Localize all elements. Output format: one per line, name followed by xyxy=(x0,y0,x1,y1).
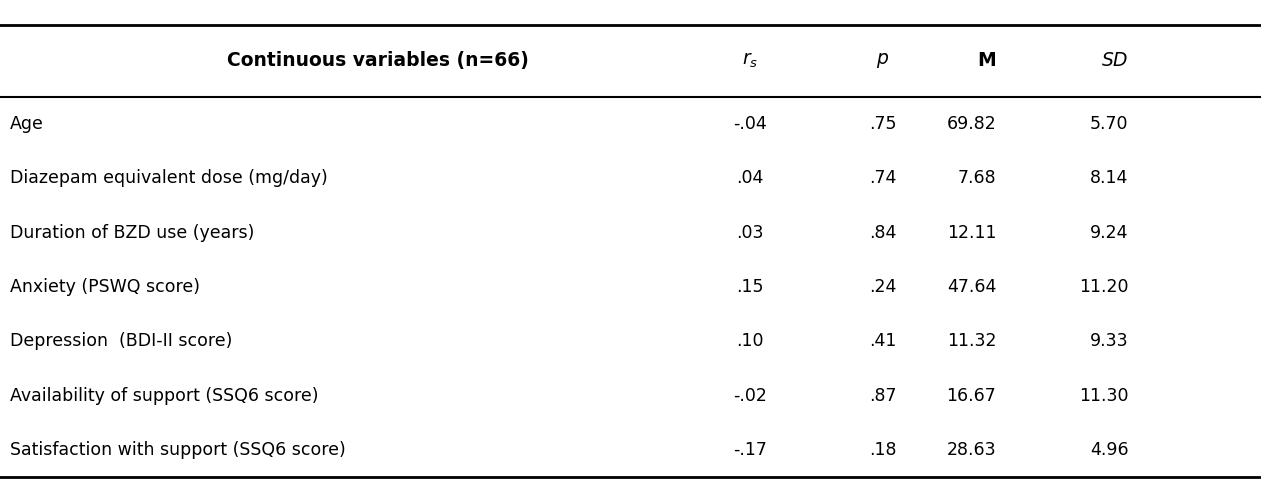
Text: .10: .10 xyxy=(736,332,764,350)
Text: 11.32: 11.32 xyxy=(947,332,996,350)
Text: Anxiety (PSWQ score): Anxiety (PSWQ score) xyxy=(10,278,200,296)
Text: Duration of BZD use (years): Duration of BZD use (years) xyxy=(10,224,255,242)
Text: .15: .15 xyxy=(736,278,764,296)
Text: 12.11: 12.11 xyxy=(947,224,996,242)
Text: 47.64: 47.64 xyxy=(947,278,996,296)
Text: 7.68: 7.68 xyxy=(957,169,996,187)
Text: 69.82: 69.82 xyxy=(947,115,996,133)
Text: Continuous variables (n=66): Continuous variables (n=66) xyxy=(227,51,530,71)
Text: M: M xyxy=(977,51,996,71)
Text: .03: .03 xyxy=(736,224,764,242)
Text: Depression  (BDI-II score): Depression (BDI-II score) xyxy=(10,332,232,350)
Text: Satisfaction with support (SSQ6 score): Satisfaction with support (SSQ6 score) xyxy=(10,441,346,459)
Text: .24: .24 xyxy=(869,278,897,296)
Text: 8.14: 8.14 xyxy=(1091,169,1129,187)
Text: $\mathbf{\mathit{p}}$: $\mathbf{\mathit{p}}$ xyxy=(876,51,889,71)
Text: Diazepam equivalent dose (mg/day): Diazepam equivalent dose (mg/day) xyxy=(10,169,328,187)
Text: .75: .75 xyxy=(869,115,897,133)
Text: Availability of support (SSQ6 score): Availability of support (SSQ6 score) xyxy=(10,387,319,405)
Text: .84: .84 xyxy=(869,224,897,242)
Text: $\mathbf{\mathit{SD}}$: $\mathbf{\mathit{SD}}$ xyxy=(1101,51,1129,71)
Text: $\mathbf{\mathit{r}}_{\mathbf{\mathit{s}}}$: $\mathbf{\mathit{r}}_{\mathbf{\mathit{s}… xyxy=(741,51,759,71)
Text: -.04: -.04 xyxy=(734,115,767,133)
Text: .04: .04 xyxy=(736,169,764,187)
Text: 28.63: 28.63 xyxy=(947,441,996,459)
Text: 11.20: 11.20 xyxy=(1079,278,1129,296)
Text: .41: .41 xyxy=(869,332,897,350)
Text: Age: Age xyxy=(10,115,44,133)
Text: .74: .74 xyxy=(869,169,897,187)
Text: 16.67: 16.67 xyxy=(947,387,996,405)
Text: 5.70: 5.70 xyxy=(1090,115,1129,133)
Text: 9.33: 9.33 xyxy=(1090,332,1129,350)
Text: .87: .87 xyxy=(869,387,897,405)
Text: 4.96: 4.96 xyxy=(1090,441,1129,459)
Text: -.02: -.02 xyxy=(734,387,767,405)
Text: -.17: -.17 xyxy=(734,441,767,459)
Text: 11.30: 11.30 xyxy=(1079,387,1129,405)
Text: 9.24: 9.24 xyxy=(1090,224,1129,242)
Text: .18: .18 xyxy=(869,441,897,459)
